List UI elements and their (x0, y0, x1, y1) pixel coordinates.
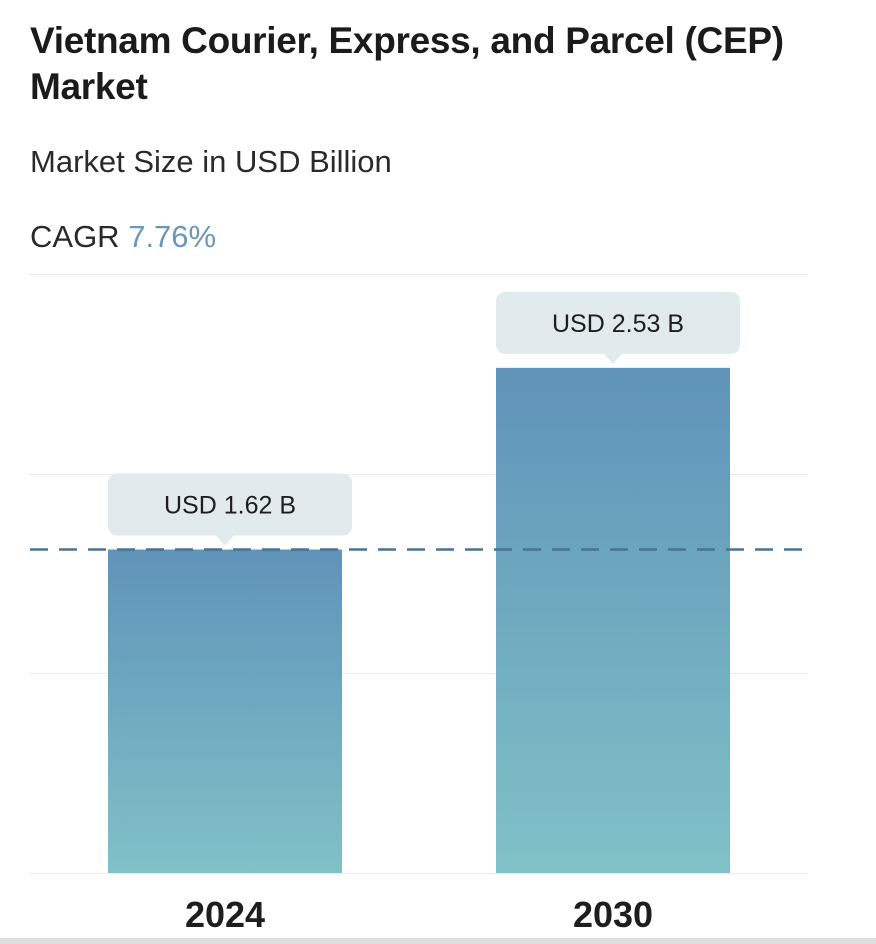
value-callout-2024: USD 1.62 B (108, 473, 352, 546)
data-label: USD 2.53 B (552, 310, 684, 338)
x-tick-label: 2024 (185, 894, 265, 935)
callout-box (108, 473, 352, 536)
cagr-label: CAGR (30, 219, 120, 254)
value-callout-2030: USD 2.53 B (496, 291, 740, 364)
callout-pointer (604, 353, 622, 364)
chart-subtitle: Market Size in USD Billion (30, 144, 392, 179)
x-tick-label: 2030 (573, 894, 653, 935)
callout-pointer (216, 535, 234, 546)
bottom-border (0, 938, 876, 944)
bar-2024 (108, 549, 342, 873)
cagr-value: 7.76% (128, 219, 217, 254)
callout-box (496, 291, 740, 354)
cagr-readout: CAGR 7.76% (30, 218, 216, 256)
bar-2030 (496, 367, 730, 873)
chart-title: Vietnam Courier, Express, and Parcel (CE… (30, 20, 784, 107)
data-label: USD 1.62 B (164, 492, 296, 520)
